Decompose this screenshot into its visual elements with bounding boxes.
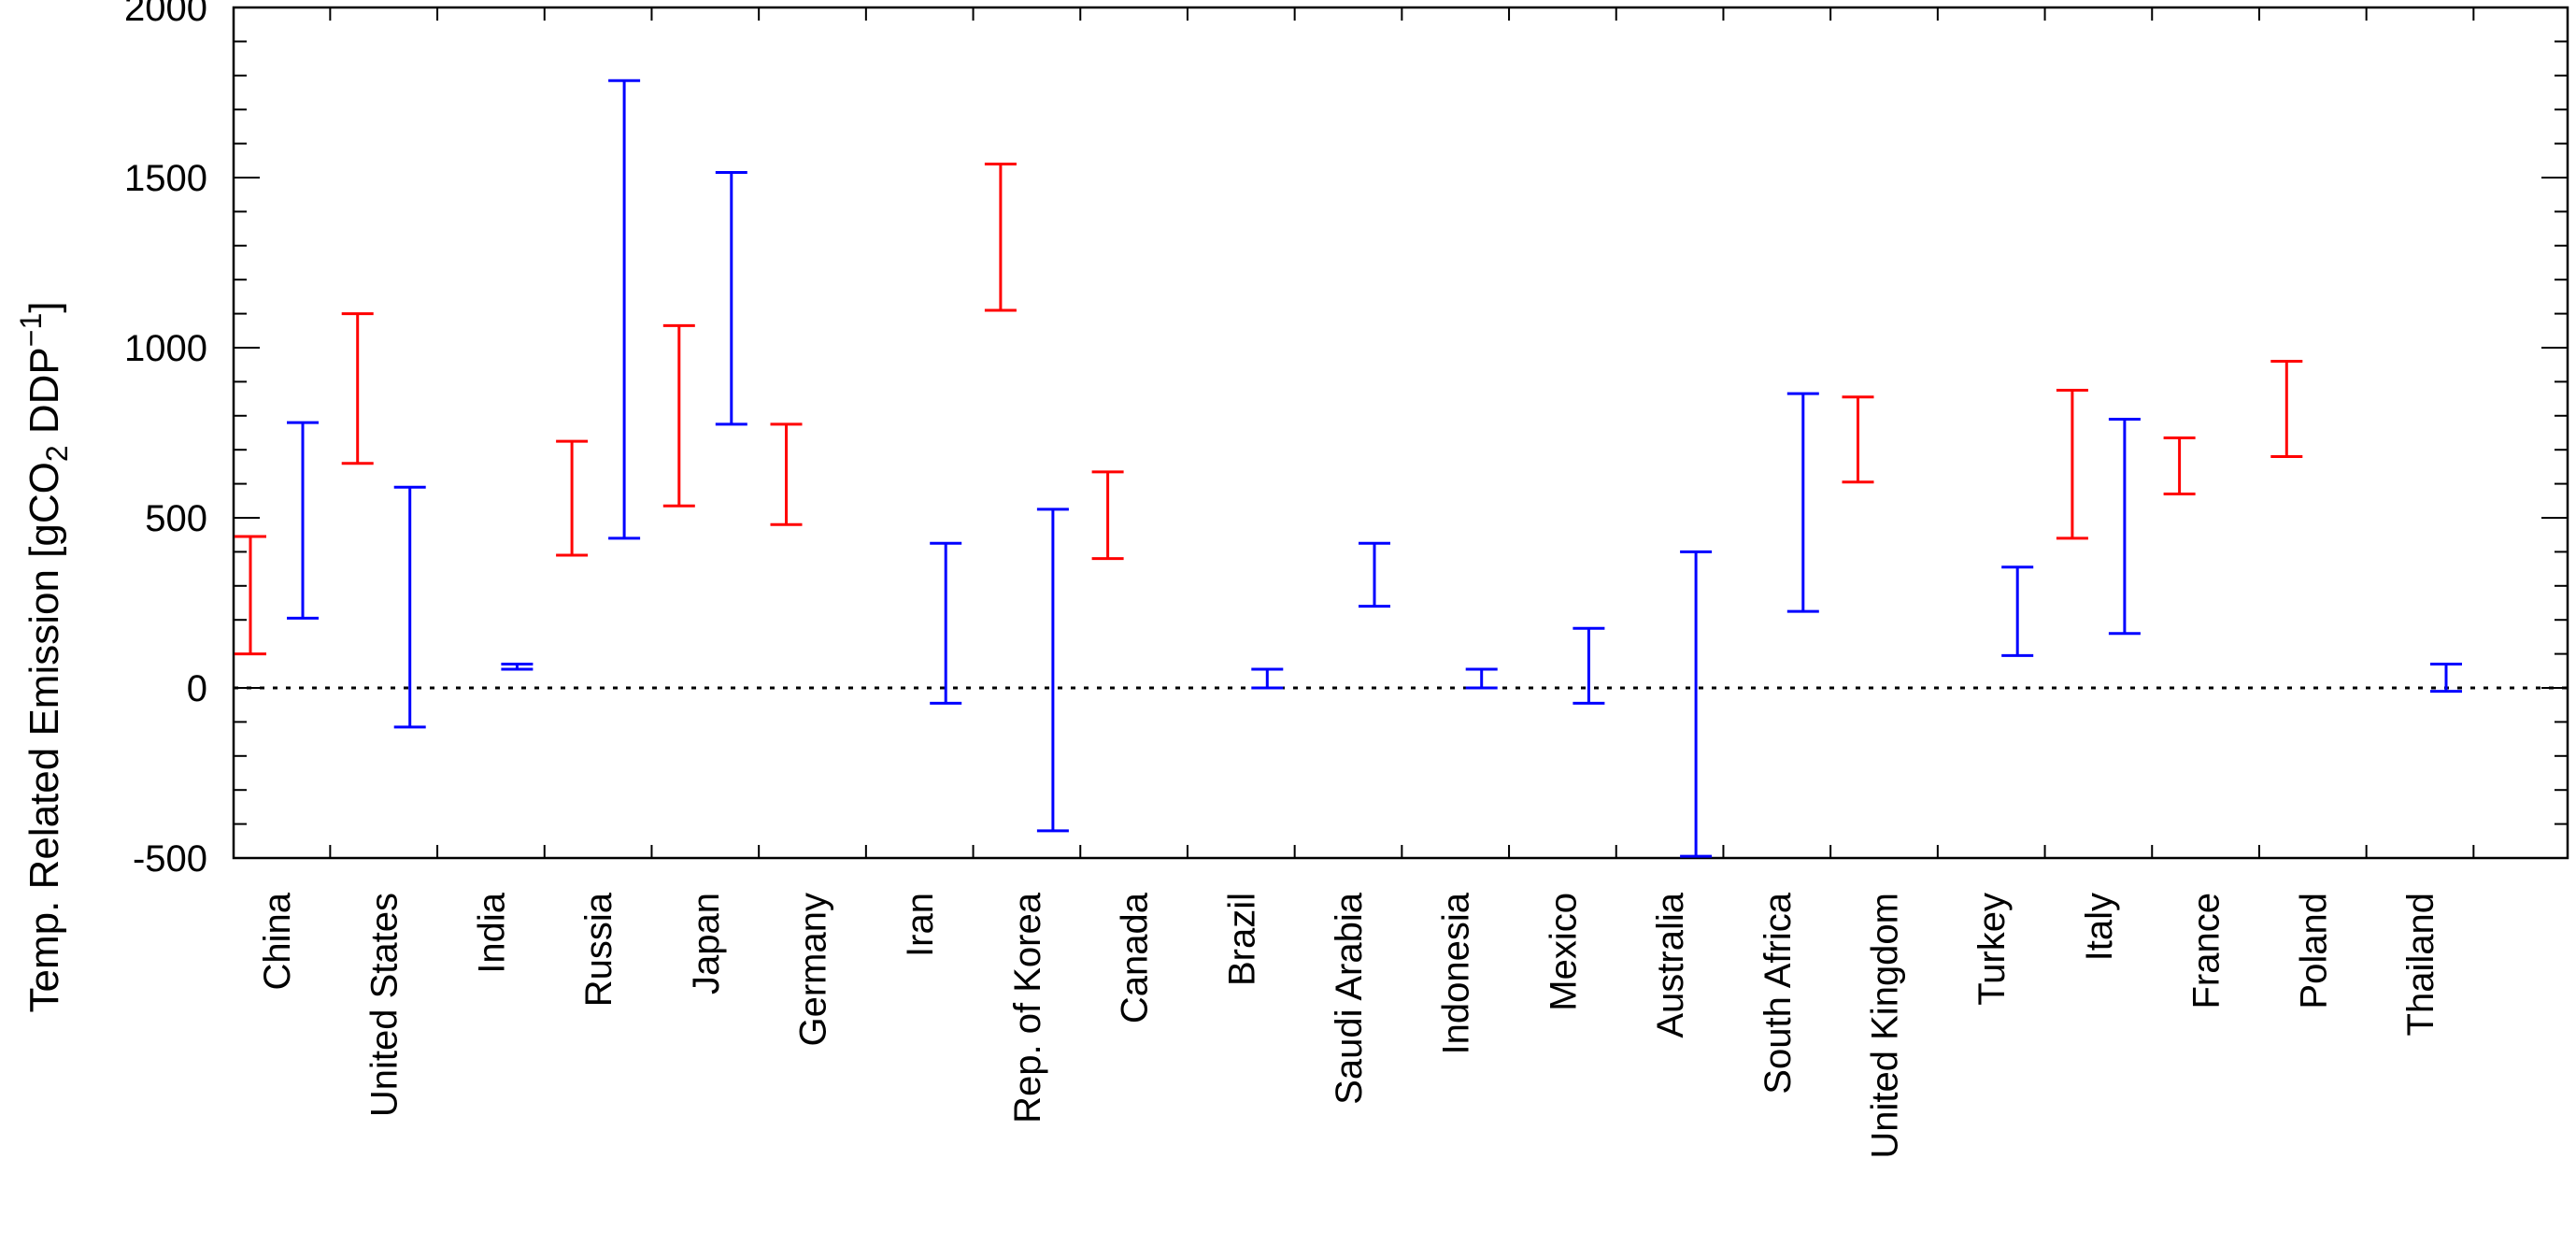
series-layer [235,79,2462,858]
y-tick-label: 1000 [124,328,207,369]
range-bar-red [2056,389,2088,540]
y-tick-label: 500 [145,498,207,539]
range-bar-red [662,323,695,508]
category-label: United States [364,893,406,1117]
range-bar-red [341,312,374,465]
category-label: Saudi Arabia [1329,892,1370,1105]
range-bar-blue [1573,626,1605,705]
category-label: Germany [793,893,834,1047]
category-label: France [2186,893,2227,1009]
category-label: United Kingdom [1865,893,1906,1159]
y-tick-label: 1500 [124,158,207,199]
range-bar-red [2163,436,2196,496]
category-label: Turkey [1971,893,2013,1006]
category-label: India [471,892,512,973]
range-bar-red [770,422,803,526]
category-label: China [257,892,298,990]
labels-layer: -500 0 500 1000 1500 2000 China United States In… [124,0,2441,1159]
category-label: Australia [1650,892,1691,1037]
axes [232,6,2569,860]
plot-frame [232,6,2569,860]
category-label: Mexico [1543,893,1584,1011]
range-bar-blue [393,485,426,729]
range-bar-blue [1680,550,1713,858]
range-bar-blue [1359,541,1390,608]
category-label: Russia [578,892,619,1007]
y-axis-title: Temp. Related Emission [gCO2 DDP−1] [14,302,74,1013]
y-axis-title-middle: DDP [21,347,67,445]
range-bar-blue [1036,508,1069,833]
category-label: Italy [2079,893,2120,961]
range-bar-blue [715,171,747,426]
category-label: Iran [900,893,941,957]
y-tick-label: 2000 [124,0,207,29]
range-bar-red [984,162,1017,312]
range-bar-blue [1786,392,1819,613]
y-axis-title-suffix: ] [21,302,67,313]
range-bar-blue [2001,565,2034,657]
category-label: Thailand [2400,893,2441,1036]
category-label: Rep. of Korea [1007,892,1048,1123]
category-label: Canada [1115,892,1156,1023]
y-axis-title-prefix: Temp. Related Emission [gCO [21,462,67,1012]
range-bar-red [235,535,266,656]
y-tick-label: 0 [187,668,207,709]
category-label: Brazil [1221,893,1262,986]
range-bar-blue [608,79,641,540]
y-tick-label: -500 [133,838,207,880]
range-bar-blue [2108,417,2141,636]
range-bar-blue [1465,667,1498,690]
range-bar-red [2270,360,2303,458]
category-label: Japan [686,893,727,994]
y-axis-title-sub: 2 [40,445,74,462]
range-bar-blue [1251,667,1284,690]
category-label: Indonesia [1436,892,1477,1054]
range-bar-red [1091,470,1124,561]
range-bar-red [556,439,589,557]
category-label: Poland [2293,893,2334,1009]
range-bar-blue [287,421,319,620]
range-bar-blue [2430,663,2462,694]
range-bar-blue [501,663,534,671]
range-bar-red [1842,395,1874,484]
category-label: South Africa [1758,892,1799,1094]
y-axis-title-sup: −1 [14,313,48,347]
range-bar-blue [930,541,962,705]
